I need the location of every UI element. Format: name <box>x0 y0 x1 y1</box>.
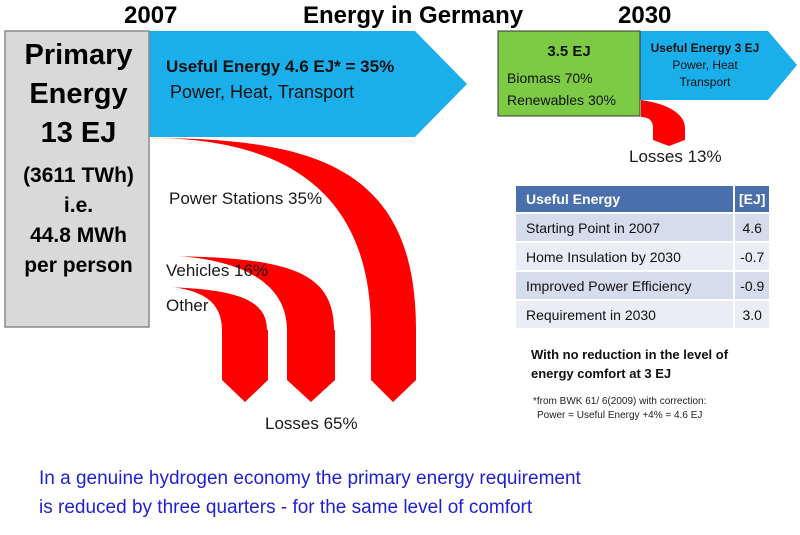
table-header-label: Useful Energy <box>516 186 733 212</box>
losses-2007-label: Losses 65% <box>265 414 358 433</box>
table-row: Improved Power Efficiency -0.9 <box>516 272 770 299</box>
primary-energy-box <box>4 30 150 328</box>
table-row: Home Insulation by 2030 -0.7 <box>516 243 770 270</box>
source-line2: Power = Useful Energy +4% = 4.6 EJ <box>537 410 703 421</box>
primary-per-person-value: 44.8 MWh <box>30 224 127 247</box>
table-header-unit: [EJ] <box>735 186 770 212</box>
table-row: Starting Point in 2007 4.6 <box>516 214 770 241</box>
comfort-note: With no reduction in the level of energy… <box>531 345 728 383</box>
useful-energy-2007-arrow <box>149 31 467 137</box>
table-cell-value: -0.9 <box>735 272 770 299</box>
losses-power-stations-band <box>149 138 416 402</box>
table-cell-value: 4.6 <box>735 214 770 241</box>
vehicles-label: Vehicles 16% <box>166 261 269 280</box>
primary-line-2: Energy <box>29 78 128 110</box>
losses-2030-band <box>641 100 685 146</box>
renewables-share: Renewables 30% <box>507 92 616 108</box>
year-2030-label: 2030 <box>618 2 672 29</box>
losses-other-band <box>149 286 268 402</box>
power-stations-label: Power Stations 35% <box>169 189 323 208</box>
table-cell-label: Requirement in 2030 <box>516 301 733 328</box>
useful-energy-2007-subtitle: Power, Heat, Transport <box>170 82 355 102</box>
page-title: Energy in Germany <box>303 2 524 29</box>
primary-line-1: Primary <box>24 39 133 71</box>
useful-energy-2030-title: Useful Energy 3 EJ <box>650 41 760 55</box>
table-cell-value: 3.0 <box>735 301 770 328</box>
primary-per-person-label: per person <box>24 254 133 277</box>
renewables-2030-amount: 3.5 EJ <box>547 43 591 60</box>
primary-amount: 13 EJ <box>40 117 117 149</box>
useful-energy-table: Useful Energy [EJ] Starting Point in 200… <box>514 184 771 330</box>
biomass-share: Biomass 70% <box>507 70 593 86</box>
useful-energy-2030-line3: Transport <box>679 75 731 89</box>
primary-twh: (3611 TWh) <box>23 164 134 187</box>
useful-energy-2030-line2: Power, Heat <box>672 58 738 72</box>
conclusion-line2: is reduced by three quarters - for the s… <box>39 497 533 518</box>
conclusion-text: In a genuine hydrogen economy the primar… <box>39 464 581 522</box>
useful-energy-2007-title: Useful Energy 4.6 EJ* = 35% <box>166 57 395 76</box>
year-2007-label: 2007 <box>124 2 178 29</box>
source-line1: *from BWK 61/ 6(2009) with correction: <box>533 396 707 407</box>
table-cell-label: Home Insulation by 2030 <box>516 243 733 270</box>
table-cell-label: Starting Point in 2007 <box>516 214 733 241</box>
primary-ie: i.e. <box>63 194 94 217</box>
other-label: Other <box>166 296 209 315</box>
conclusion-line1: In a genuine hydrogen economy the primar… <box>39 468 581 489</box>
table-cell-value: -0.7 <box>735 243 770 270</box>
table-cell-label: Improved Power Efficiency <box>516 272 733 299</box>
losses-2030-label: Losses 13% <box>629 147 722 166</box>
renewables-2030-box <box>497 30 641 117</box>
primary-energy-text: Primary Energy 13 EJ (3611 TWh) i.e. 44.… <box>8 36 149 281</box>
comfort-note-line2: energy comfort at 3 EJ <box>531 366 672 381</box>
table-row: Requirement in 2030 3.0 <box>516 301 770 328</box>
useful-energy-2030-text: Useful Energy 3 EJ Power, Heat Transport <box>640 40 770 91</box>
useful-energy-2030-arrow <box>640 31 797 100</box>
comfort-note-line1: With no reduction in the level of <box>531 347 729 362</box>
source-footnote: *from BWK 61/ 6(2009) with correction: P… <box>533 395 706 423</box>
losses-vehicles-band <box>149 255 335 402</box>
table-header-row: Useful Energy [EJ] <box>516 186 770 212</box>
